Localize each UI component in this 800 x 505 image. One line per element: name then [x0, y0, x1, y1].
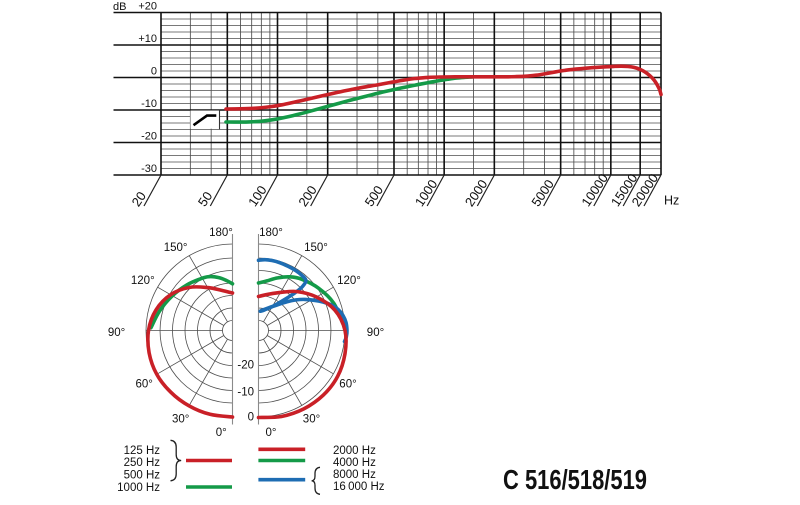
svg-text:180°: 180° [209, 227, 233, 239]
svg-text:90°: 90° [367, 327, 384, 339]
svg-text:-10: -10 [141, 98, 157, 110]
svg-text:125 Hz: 125 Hz [124, 445, 161, 457]
svg-text:2000 Hz: 2000 Hz [333, 445, 376, 457]
svg-text:-10: -10 [237, 387, 254, 399]
svg-text:30°: 30° [172, 413, 189, 425]
svg-text:0°: 0° [216, 427, 227, 439]
svg-text:-30: -30 [141, 163, 157, 175]
svg-text:8000 Hz: 8000 Hz [333, 469, 376, 481]
svg-text:0: 0 [248, 412, 254, 424]
svg-text:250 Hz: 250 Hz [124, 457, 161, 469]
svg-text:20: 20 [129, 189, 150, 209]
svg-text:-20: -20 [237, 360, 254, 372]
svg-text:500 Hz: 500 Hz [124, 470, 161, 482]
svg-text:120°: 120° [131, 275, 155, 287]
svg-text:180°: 180° [259, 227, 283, 239]
svg-text:60°: 60° [339, 379, 356, 391]
svg-text:Hz: Hz [664, 194, 679, 208]
svg-text:4000 Hz: 4000 Hz [333, 457, 376, 469]
svg-text:0°: 0° [266, 427, 277, 439]
svg-text:-20: -20 [141, 131, 157, 143]
svg-text:30°: 30° [303, 413, 320, 425]
svg-text:C 516/518/519: C 516/518/519 [503, 464, 647, 495]
svg-text:150°: 150° [304, 242, 328, 254]
svg-text:150°: 150° [164, 242, 188, 254]
svg-text:50: 50 [195, 189, 216, 209]
svg-text:16 000 Hz: 16 000 Hz [333, 481, 385, 493]
svg-text:+10: +10 [138, 33, 157, 45]
svg-text:90°: 90° [108, 327, 125, 339]
svg-text:0: 0 [151, 66, 157, 78]
svg-text:dB: dB [113, 1, 126, 13]
svg-text:120°: 120° [337, 275, 361, 287]
svg-text:60°: 60° [136, 379, 153, 391]
svg-text:+20: +20 [138, 1, 157, 13]
svg-text:1000 Hz: 1000 Hz [117, 482, 160, 494]
